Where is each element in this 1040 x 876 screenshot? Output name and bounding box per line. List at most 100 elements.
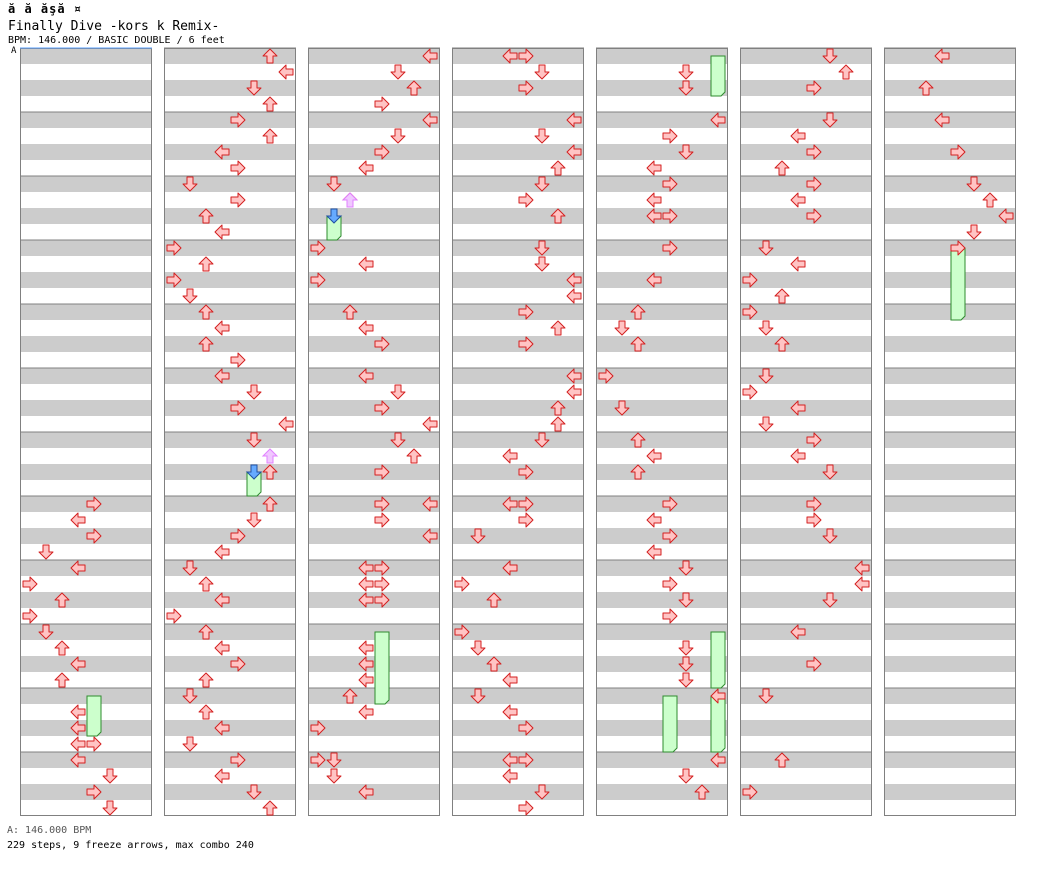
step-arrow-right: [502, 752, 518, 768]
beat-stripe: [452, 368, 584, 384]
step-arrow-left: [806, 656, 822, 672]
beat-stripe: [164, 720, 296, 736]
step-arrow-left: [310, 240, 326, 256]
beat-stripe: [884, 784, 1016, 800]
step-arrow-right: [566, 368, 582, 384]
step-arrow-right: [934, 48, 950, 64]
beat-stripe: [308, 304, 440, 320]
step-arrow-down: [678, 64, 694, 80]
step-arrow-right: [214, 224, 230, 240]
step-arrow-right: [790, 400, 806, 416]
beat-stripe: [20, 368, 152, 384]
beat-stripe: [308, 80, 440, 96]
step-arrow-left: [742, 304, 758, 320]
step-arrow-down: [678, 640, 694, 656]
step-arrow-right: [646, 448, 662, 464]
beat-stripe: [596, 80, 728, 96]
step-arrow-down: [182, 176, 198, 192]
step-arrow-left: [662, 496, 678, 512]
step-arrow-up: [198, 672, 214, 688]
beat-stripe: [740, 304, 872, 320]
beat-stripe: [308, 432, 440, 448]
beat-stripe: [452, 272, 584, 288]
step-arrow-down: [470, 688, 486, 704]
step-arrow-left: [662, 240, 678, 256]
beat-stripe: [740, 592, 872, 608]
beat-stripe: [164, 400, 296, 416]
step-arrow-down: [966, 176, 982, 192]
beat-stripe: [596, 464, 728, 480]
step-arrow-left: [310, 720, 326, 736]
beat-stripe: [884, 80, 1016, 96]
step-arrow-up: [262, 128, 278, 144]
step-arrow-right: [214, 144, 230, 160]
beat-stripe: [740, 112, 872, 128]
beat-stripe: [164, 784, 296, 800]
beat-stripe: [740, 784, 872, 800]
beat-stripe: [308, 240, 440, 256]
beat-stripe: [164, 336, 296, 352]
step-arrow-up: [198, 336, 214, 352]
step-arrow-up: [550, 400, 566, 416]
step-arrow-left: [806, 432, 822, 448]
step-arrow-left: [662, 528, 678, 544]
beat-stripe: [452, 240, 584, 256]
step-arrow-up: [54, 672, 70, 688]
step-arrow-left: [742, 272, 758, 288]
beat-stripe: [596, 496, 728, 512]
step-arrow-left: [518, 496, 534, 512]
beat-stripe: [164, 240, 296, 256]
beat-stripe: [884, 304, 1016, 320]
beat-stripe: [20, 656, 152, 672]
step-arrow-right: [790, 448, 806, 464]
step-arrow-down: [758, 368, 774, 384]
step-arrow-down: [966, 224, 982, 240]
step-arrow-down: [390, 64, 406, 80]
step-arrow-right: [646, 160, 662, 176]
beat-stripe: [164, 656, 296, 672]
step-arrow-up: [54, 640, 70, 656]
step-arrow-up: [54, 592, 70, 608]
step-arrow-up: [630, 304, 646, 320]
beat-stripe: [596, 656, 728, 672]
beat-stripe: [308, 560, 440, 576]
step-arrow-down: [38, 544, 54, 560]
beat-stripe: [164, 688, 296, 704]
beat-stripe: [740, 752, 872, 768]
beat-stripe: [20, 496, 152, 512]
step-arrow-right: [214, 592, 230, 608]
step-arrow-left: [806, 144, 822, 160]
shock-arrow: [261, 448, 279, 464]
step-arrow-left: [454, 576, 470, 592]
step-arrow-down: [678, 768, 694, 784]
step-arrow-right: [422, 48, 438, 64]
step-arrow-up: [774, 160, 790, 176]
step-arrow-up: [774, 288, 790, 304]
step-arrow-left: [166, 240, 182, 256]
step-arrow-up: [918, 80, 934, 96]
beat-stripe: [164, 752, 296, 768]
step-arrow-right: [358, 784, 374, 800]
step-arrow-right: [502, 496, 518, 512]
step-arrow-left: [742, 784, 758, 800]
beat-stripe: [740, 208, 872, 224]
step-arrow-right: [358, 256, 374, 272]
step-arrow-up: [550, 160, 566, 176]
step-arrow-down: [326, 768, 342, 784]
beat-stripe: [596, 688, 728, 704]
step-arrow-right: [214, 768, 230, 784]
step-arrow-up: [198, 704, 214, 720]
beat-stripe: [596, 336, 728, 352]
beat-stripe: [884, 336, 1016, 352]
beat-stripe: [20, 720, 152, 736]
step-arrow-right: [358, 704, 374, 720]
step-arrow-right: [358, 576, 374, 592]
beat-stripe: [164, 560, 296, 576]
beat-stripe: [164, 528, 296, 544]
step-arrow-right: [358, 160, 374, 176]
beat-stripe: [164, 144, 296, 160]
beat-stripe: [452, 752, 584, 768]
beat-stripe: [20, 592, 152, 608]
step-arrow-right: [70, 720, 86, 736]
step-arrow-right: [566, 384, 582, 400]
